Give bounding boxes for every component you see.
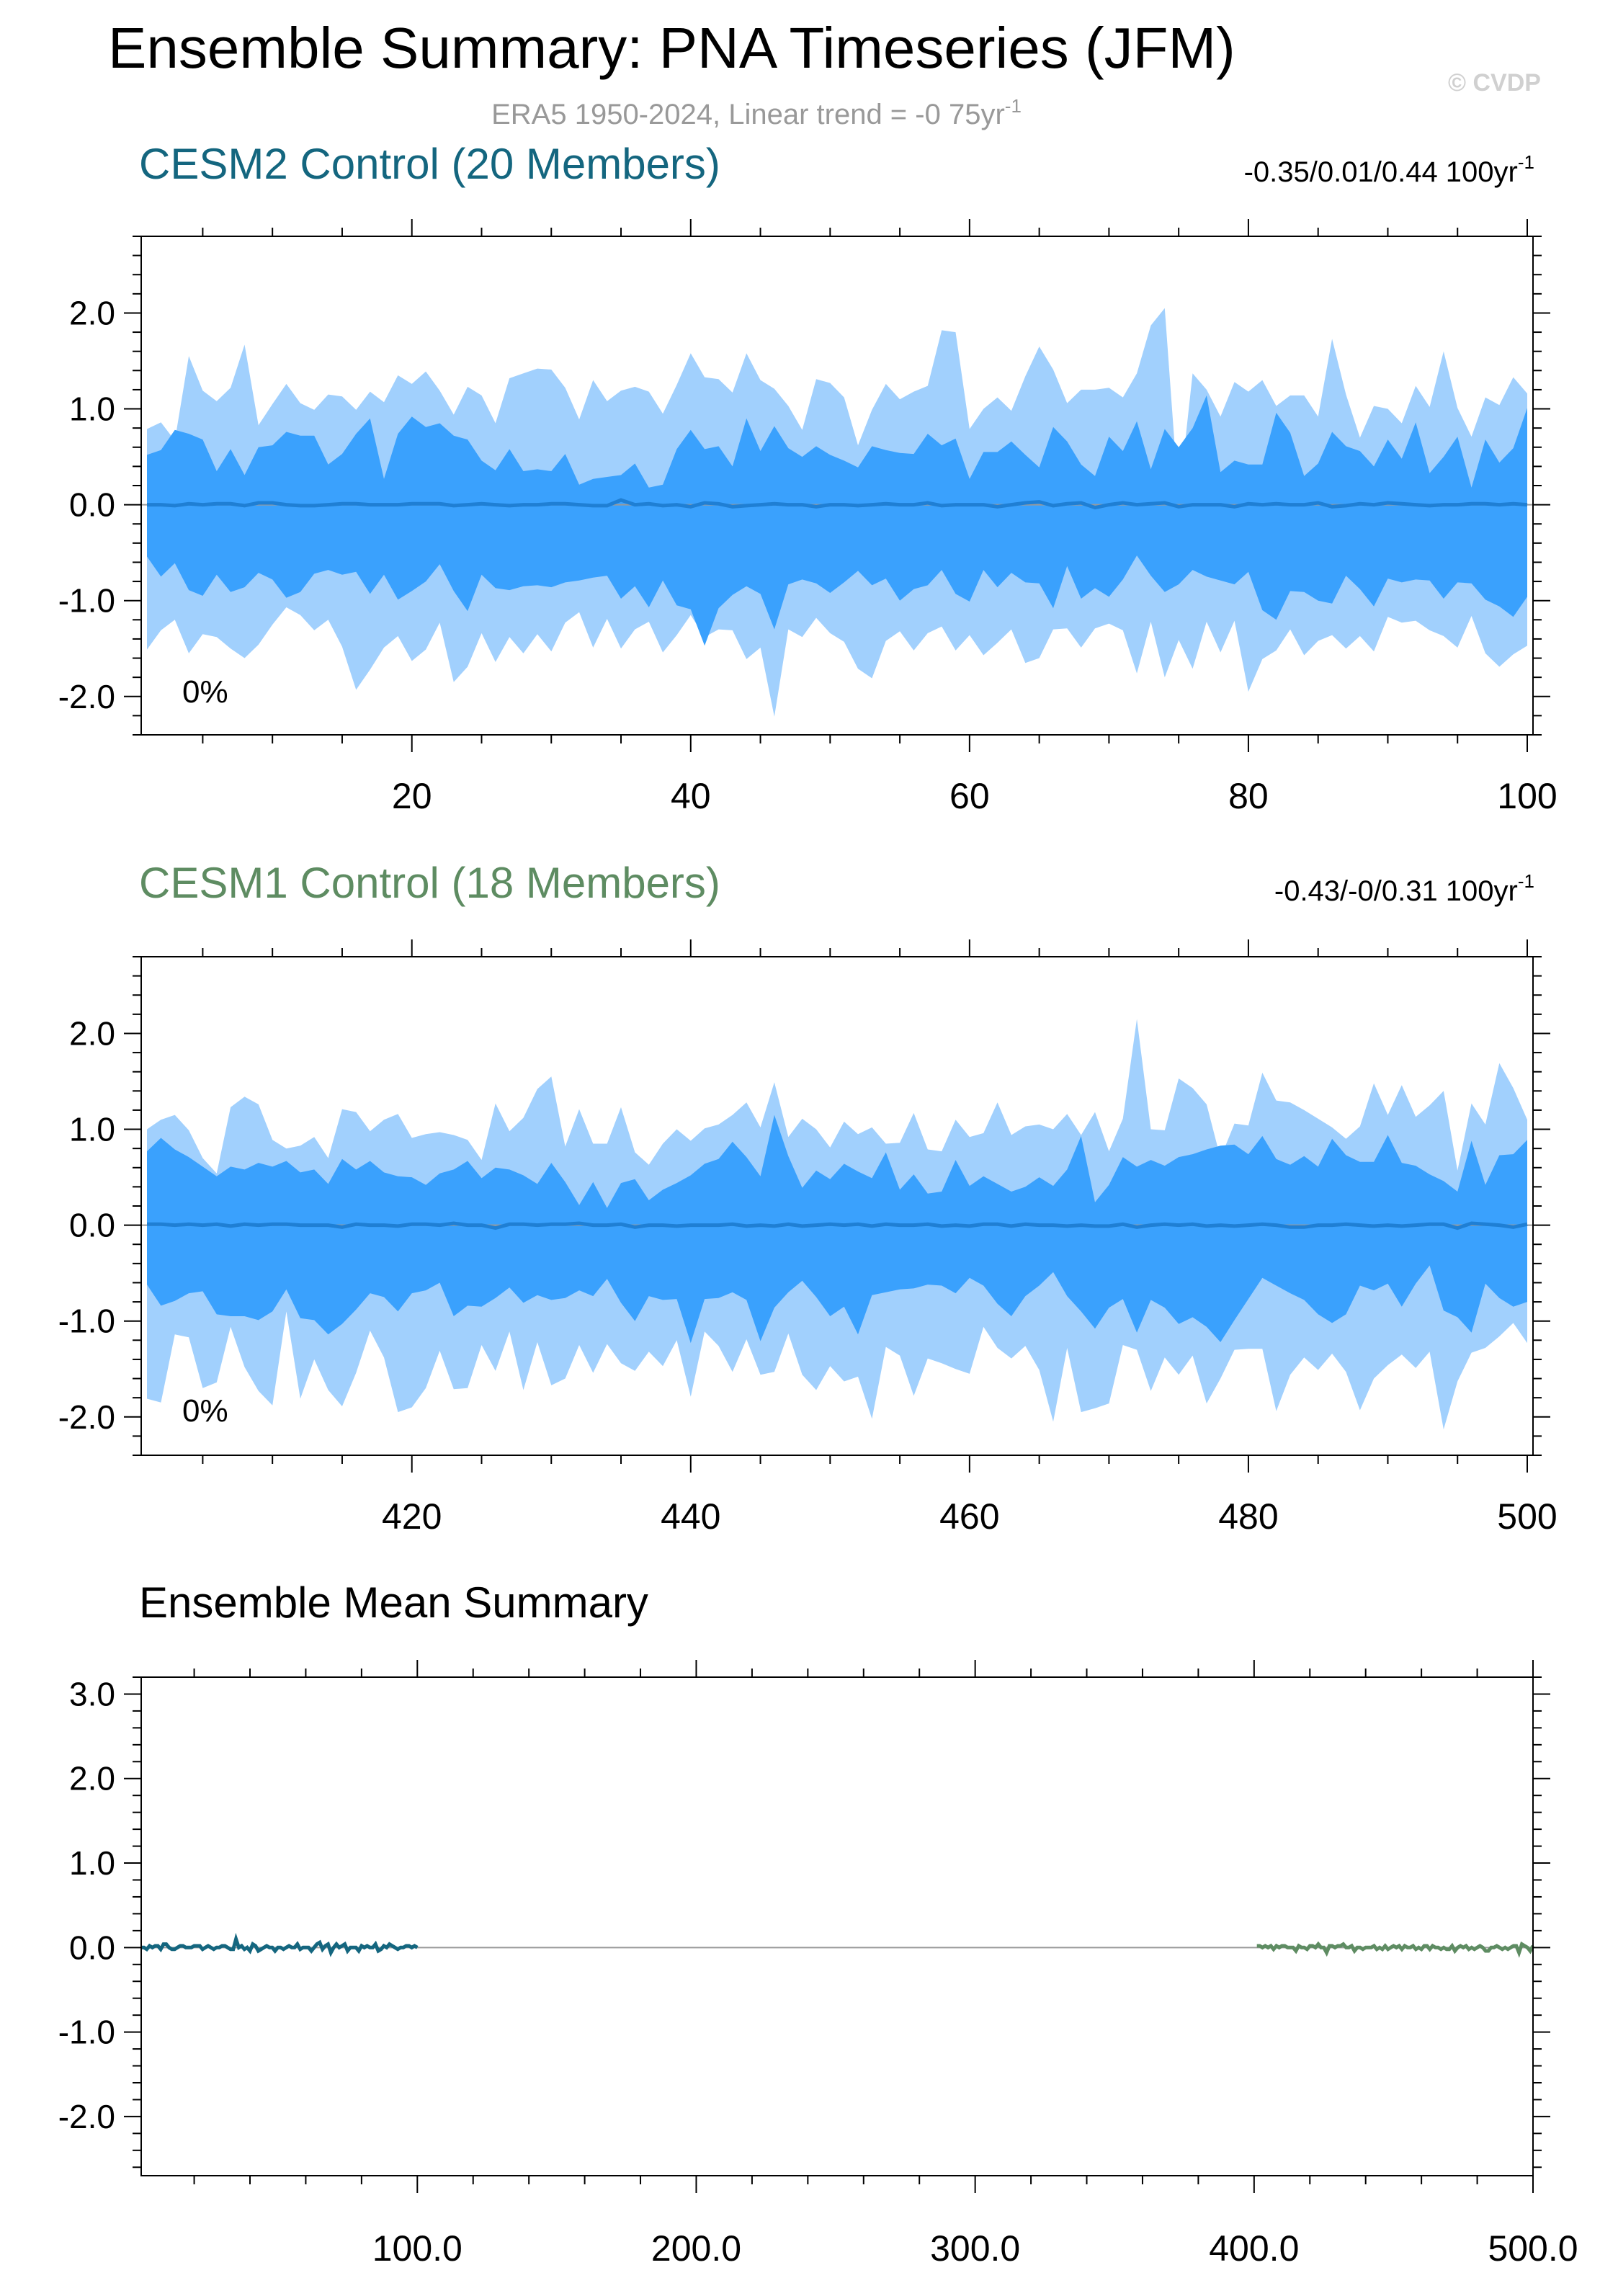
panel-ensemble-mean-cesm1-line: [1256, 1941, 1535, 1958]
panel-cesm1-xtick-label: 440: [661, 1496, 720, 1537]
panel-ensemble-mean-xtick-label: 400.0: [1209, 2228, 1299, 2269]
panel-cesm1-xtick-label: 420: [382, 1496, 442, 1537]
panel-cesm1-ytick-label: 2.0: [69, 1014, 115, 1052]
panel-cesm1-xtick-label: 460: [939, 1496, 999, 1537]
panel-cesm1-trend-text: -0.43/-0/0.31 100yr: [1274, 875, 1518, 907]
panel-ensemble-mean-ytick-label: -1.0: [58, 2014, 115, 2051]
panel-cesm1-ytick-label: 1.0: [69, 1111, 115, 1148]
panel-cesm2-trend-text: -0.35/0.01/0.44 100yr: [1244, 156, 1518, 188]
panel-cesm2-percent: 0%: [182, 674, 228, 710]
panel-cesm2-ytick-label: 0.0: [69, 486, 115, 524]
panel-cesm1-trend-superscript: -1: [1518, 870, 1534, 892]
panel-ensemble-mean-xtick-label: 100.0: [372, 2228, 462, 2269]
figure-subtitle: ERA5 1950-2024, Linear trend = -0 75yr-1: [491, 95, 1022, 130]
panel-cesm1-percent: 0%: [182, 1393, 228, 1429]
panel-cesm1-plot: 2.0 1.0 0.0 -1.0 -2.0 420 440 460 480 500: [58, 939, 1557, 1537]
panel-cesm2-ytick-label: 2.0: [69, 294, 115, 331]
panel-cesm1-xtick-label: 500: [1497, 1496, 1557, 1537]
panel-cesm2-plot: 2.0 1.0 0.0 -1.0 -2.0 20 40 60 80 100: [58, 219, 1557, 816]
panel-ensemble-mean-xtick-label: 200.0: [651, 2228, 741, 2269]
panel-cesm2-title: CESM2 Control (20 Members): [139, 140, 720, 188]
panel-cesm2-xtick-label: 20: [392, 776, 432, 816]
panel-cesm1-xtick-label: 480: [1218, 1496, 1278, 1537]
panel-cesm2-xtick-label: 100: [1497, 776, 1557, 816]
panel-cesm1-ytick-label: -2.0: [58, 1398, 115, 1436]
panel-cesm1: CESM1 Control (18 Members) -0.43/-0/0.31…: [58, 859, 1557, 1537]
panel-cesm1-ytick-label: -1.0: [58, 1303, 115, 1340]
panel-ensemble-mean-ytick-label: 1.0: [69, 1844, 115, 1882]
panel-ensemble-mean-xtick-label: 500.0: [1488, 2228, 1578, 2269]
panel-cesm2-xtick-label: 80: [1228, 776, 1269, 816]
panel-ensemble-mean-title: Ensemble Mean Summary: [139, 1578, 648, 1627]
panel-cesm1-ytick-label: 0.0: [69, 1207, 115, 1244]
panel-ensemble-mean: Ensemble Mean Summary 3.0 2.0 1.0 0.0 -1.0 -2…: [58, 1578, 1578, 2269]
panel-cesm1-title: CESM1 Control (18 Members): [139, 859, 720, 907]
panel-ensemble-mean-xtick-label: 300.0: [930, 2228, 1020, 2269]
panel-ensemble-mean-plot-frame: [140, 1676, 1534, 2176]
panel-ensemble-mean-ytick-label: 2.0: [69, 1760, 115, 1797]
panel-ensemble-mean-cesm2-line: [141, 1932, 419, 1957]
panel-cesm1-inner-band: [147, 1115, 1527, 1344]
panel-cesm2-ytick-label: 1.0: [69, 390, 115, 428]
panel-ensemble-mean-ytick-label: -2.0: [58, 2098, 115, 2135]
watermark: © CVDP: [1448, 69, 1541, 97]
figure-subtitle-superscript: -1: [1005, 95, 1022, 117]
panel-cesm2-xtick-label: 40: [671, 776, 711, 816]
panel-cesm2-ytick-label: -2.0: [58, 678, 115, 715]
panel-ensemble-mean-ytick-label: 0.0: [69, 1929, 115, 1966]
panel-cesm2-trend: -0.35/0.01/0.44 100yr-1: [1244, 151, 1534, 188]
panel-ensemble-mean-ytick-label: 3.0: [69, 1675, 115, 1712]
panel-cesm2-ytick-label: -1.0: [58, 582, 115, 620]
panel-cesm1-mean-line: [147, 1221, 1528, 1230]
panel-cesm2-mean-line: [147, 498, 1528, 510]
panel-cesm2-inner-band: [147, 395, 1527, 646]
panel-cesm2: CESM2 Control (20 Members) -0.35/0.01/0.…: [58, 140, 1557, 816]
figure-title: Ensemble Summary: PNA Timeseries (JFM): [108, 16, 1235, 80]
panel-ensemble-mean-plot: 3.0 2.0 1.0 0.0 -1.0 -2.0 100.0 200.0 300.0 400.0…: [58, 1660, 1578, 2269]
figure-subtitle-text: ERA5 1950-2024, Linear trend = -0 75yr: [491, 99, 1005, 130]
panel-cesm2-xtick-label: 60: [949, 776, 990, 816]
panel-cesm2-trend-superscript: -1: [1518, 151, 1534, 173]
panel-cesm1-trend: -0.43/-0/0.31 100yr-1: [1274, 870, 1534, 907]
